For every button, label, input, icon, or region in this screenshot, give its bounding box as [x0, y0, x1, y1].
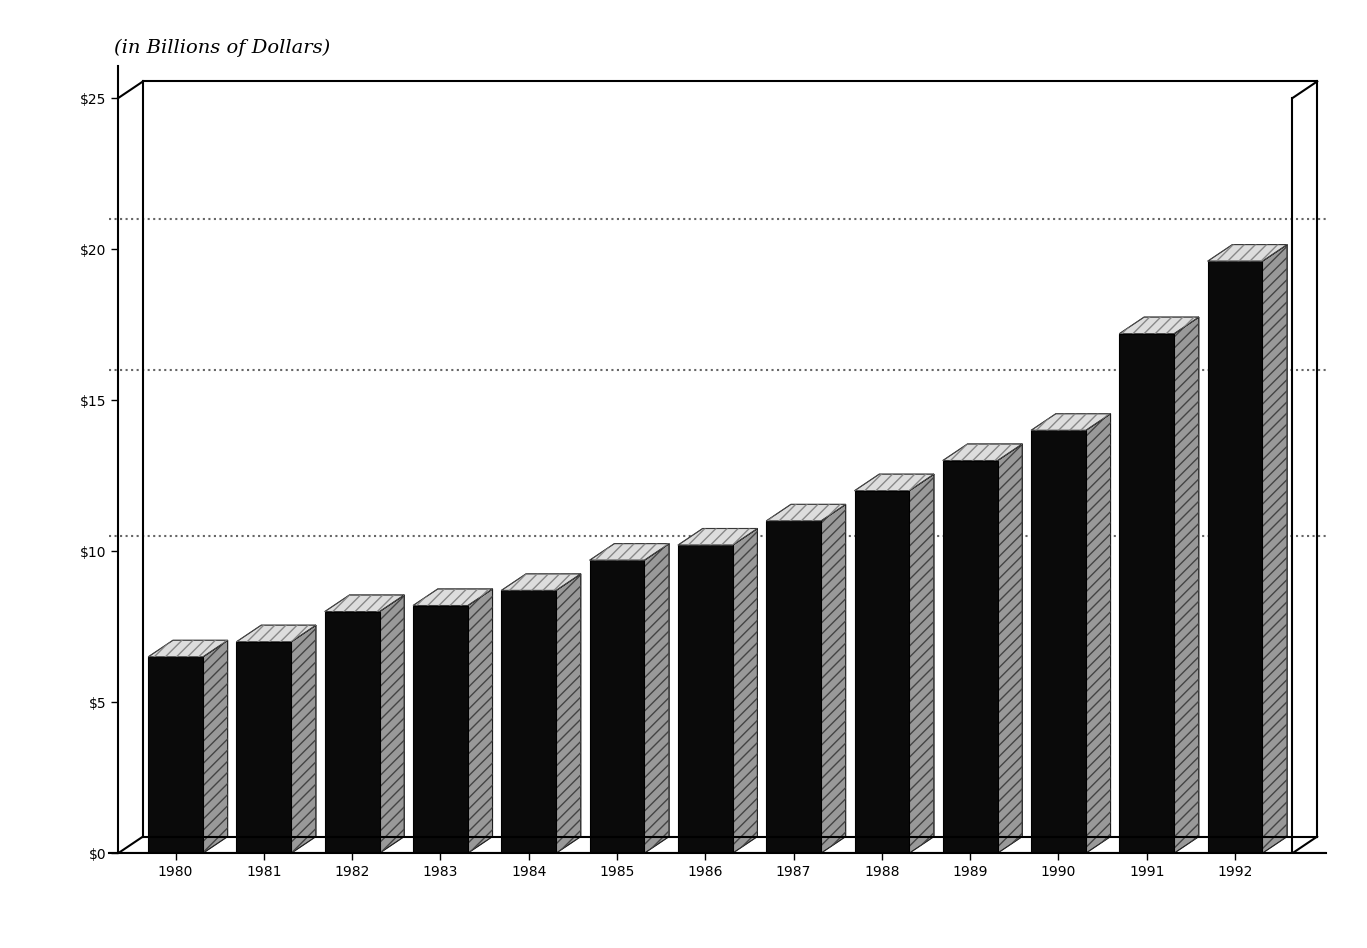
Bar [236, 642, 291, 853]
Bar [502, 591, 556, 853]
Polygon shape [1120, 317, 1199, 334]
Polygon shape [644, 543, 668, 853]
Polygon shape [291, 625, 316, 853]
Polygon shape [502, 574, 581, 591]
Bar [1031, 430, 1085, 853]
Polygon shape [854, 474, 934, 491]
Bar [589, 560, 644, 853]
Bar [678, 545, 733, 853]
Bar [1207, 262, 1262, 853]
Polygon shape [822, 504, 846, 853]
Polygon shape [943, 444, 1023, 461]
Bar [413, 606, 468, 853]
Polygon shape [1174, 317, 1199, 853]
Polygon shape [909, 474, 934, 853]
Bar [325, 611, 380, 853]
Polygon shape [733, 528, 757, 853]
Bar [767, 521, 822, 853]
Polygon shape [589, 543, 668, 560]
Polygon shape [468, 589, 492, 853]
Polygon shape [998, 444, 1023, 853]
Polygon shape [1207, 245, 1288, 262]
Polygon shape [380, 595, 405, 853]
Polygon shape [767, 504, 846, 521]
Bar [148, 657, 202, 853]
Polygon shape [1262, 245, 1288, 853]
Polygon shape [556, 574, 581, 853]
Bar [943, 461, 998, 853]
Polygon shape [413, 589, 492, 606]
Polygon shape [202, 640, 228, 853]
Bar [1120, 334, 1174, 853]
Polygon shape [325, 595, 405, 611]
Polygon shape [148, 640, 228, 657]
Bar [854, 491, 909, 853]
Polygon shape [236, 625, 316, 642]
Text: (in Billions of Dollars): (in Billions of Dollars) [113, 39, 329, 57]
Polygon shape [1085, 413, 1110, 853]
Polygon shape [1031, 413, 1110, 430]
Polygon shape [678, 528, 757, 545]
